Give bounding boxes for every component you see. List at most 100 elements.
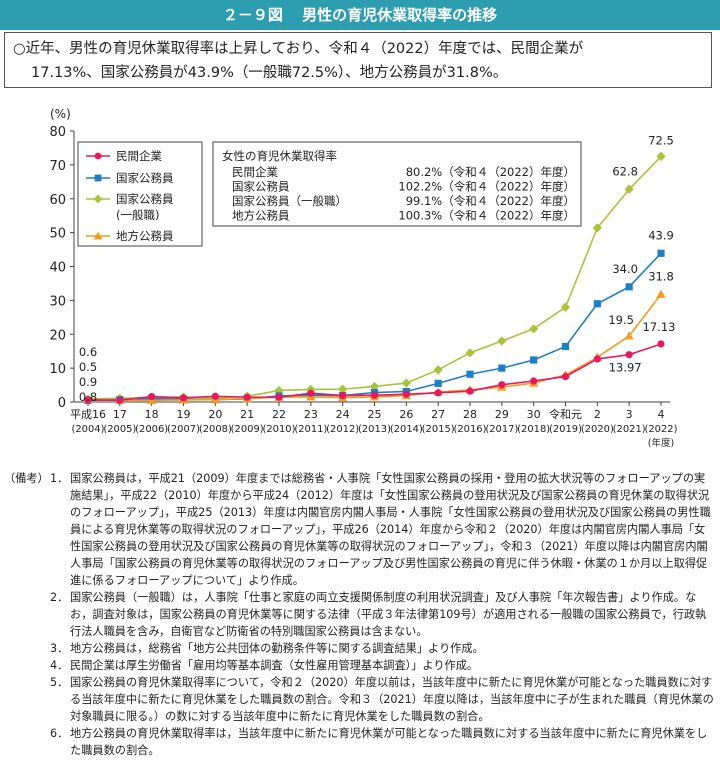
note-prefix: [4, 725, 50, 759]
note-text: 国家公務員の育児休業取得率について，令和２（2020）年度以前は，当該年度中に新…: [70, 676, 714, 723]
data-point: [211, 392, 219, 400]
data-point: [84, 396, 92, 404]
series-line: [87, 252, 662, 402]
x-tick-year: (2007): [167, 424, 200, 435]
x-tick-year: (2015): [422, 424, 455, 435]
start-value-label: 0.6: [79, 345, 97, 359]
data-point: [529, 324, 539, 334]
data-label: 19.5: [608, 313, 634, 327]
x-tick-year: (2004): [72, 424, 105, 435]
data-point: [593, 300, 601, 308]
legend-label: 地方公務員: [116, 229, 174, 243]
data-point: [243, 393, 251, 401]
note-number: 4．: [50, 659, 69, 672]
data-point: [656, 151, 666, 162]
data-label: 31.8: [648, 269, 674, 283]
note-item: 5． 国家公務員の育児休業取得率について，令和２（2020）年度以前は，当該年度中…: [4, 674, 716, 725]
line-chart: (%) 0 10 20 30 40 50 60 70 80 平成16 (2004) 17 (2005) 18…: [49, 107, 678, 449]
figure-title-bar: ２－９図 男性の育児休業取得率の推移: [0, 0, 720, 30]
legend-swatch-marker: [94, 152, 102, 160]
data-point: [275, 393, 283, 401]
y-tick-label: 30: [49, 294, 66, 309]
x-tick-label: 25: [368, 408, 382, 421]
data-label: 72.5: [648, 133, 674, 147]
start-value-label: 0.5: [79, 360, 97, 374]
note-item: （備考） 1． 国家公務員は，平成21（2009）年度までは総務省・人事院「女性国家…: [4, 470, 716, 589]
x-tick-label: 28: [463, 408, 477, 421]
x-tick-label: 29: [495, 408, 509, 421]
summary-line-2: 17.13%、国家公務員が43.9%（一般職72.5%）、地方公務員が31.8%…: [31, 65, 508, 81]
note-prefix: [4, 640, 50, 657]
data-point: [369, 381, 380, 392]
data-label: 43.9: [648, 228, 674, 242]
inset-row-value: 100.3%（令和４（2022）年度）: [398, 209, 575, 223]
inset-row-label: 民間企業: [232, 165, 278, 179]
note-text: 地方公務員の育児休業取得率は，当該年度中に新たに育児休業が可能となった職員数に対…: [70, 727, 708, 757]
x-tick-label: 27: [431, 408, 445, 421]
x-tick-year: (2005): [103, 424, 136, 435]
x-tick-year: (2013): [358, 424, 391, 435]
note-text: 地方公務員は，総務省「地方公共団体の勤務条件等に関する調査結果」より作成。: [70, 642, 484, 655]
x-tick-label: 3: [626, 408, 633, 421]
inset-box: [212, 141, 582, 227]
x-tick-label: 4: [658, 408, 665, 421]
x-tick-label: 30: [527, 408, 541, 421]
data-point: [401, 378, 411, 388]
data-point: [656, 289, 666, 298]
data-point: [338, 384, 348, 394]
x-tick-year: (2018): [517, 424, 550, 435]
inset-row-value: 80.2%（令和４（2022）年度）: [406, 165, 575, 179]
figure-number: ２－９図: [222, 6, 283, 24]
start-value-label: 0.9: [79, 375, 97, 389]
legend-swatch-marker: [93, 231, 103, 240]
data-point: [657, 340, 665, 348]
note-prefix: [4, 657, 50, 674]
data-point: [593, 355, 601, 363]
note-text: 国家公務員は，平成21（2009）年度までは総務省・人事院「女性国家公務員の採用…: [70, 472, 711, 587]
legend-label: 民間企業: [116, 149, 162, 163]
data-point: [148, 392, 156, 401]
x-tick-label: 19: [177, 408, 191, 421]
figure-title: 男性の育児休業取得率の推移: [302, 6, 498, 24]
data-point: [116, 396, 124, 404]
x-tick-year: (2009): [231, 424, 264, 435]
note-prefix: （備考）: [4, 472, 49, 485]
data-point: [466, 370, 474, 378]
note-prefix: [4, 589, 50, 640]
data-label: 34.0: [612, 262, 638, 276]
data-label: 17.13: [643, 320, 676, 334]
x-tick-year: (2008): [199, 424, 232, 435]
data-point: [560, 302, 571, 312]
inset-row-value: 102.2%（令和４（2022）年度）: [398, 180, 575, 194]
note-number: 5．: [50, 676, 69, 689]
data-point: [307, 389, 315, 397]
inset-row-label: 地方公務員: [232, 209, 290, 223]
note-number: 3．: [50, 642, 69, 655]
x-unit-label: (年度): [648, 437, 674, 449]
legend-label: 国家公務員: [116, 192, 174, 206]
x-tick-label: 平成16: [70, 408, 106, 421]
x-tick-label: 21: [240, 408, 254, 421]
data-point: [497, 336, 507, 346]
note-item: 3． 地方公務員は，総務省「地方公共団体の勤務条件等に関する調査結果」より作成。: [4, 640, 716, 657]
data-point: [498, 364, 506, 372]
data-point: [465, 348, 475, 358]
note-number: 2．: [50, 591, 69, 604]
data-point: [498, 381, 506, 389]
note-number: 6．: [50, 727, 69, 740]
x-tick-year: (2010): [263, 424, 296, 435]
note-number: 1．: [50, 472, 69, 485]
x-tick-label: 令和元: [549, 407, 582, 421]
y-tick-label: 10: [49, 362, 66, 377]
legend-swatch-marker: [94, 174, 102, 182]
y-tick-label: 20: [49, 328, 66, 343]
x-tick-year: (2016): [454, 424, 487, 435]
x-tick-year: (2022): [645, 424, 678, 435]
x-tick-year: (2011): [294, 424, 327, 435]
inset-row-label: 国家公務員（一般職）: [232, 194, 347, 208]
note-prefix: [4, 674, 50, 725]
legend-label: (一般職): [116, 208, 159, 222]
data-point: [625, 283, 633, 291]
inset-row-value: 99.1%（令和４（2022）年度）: [406, 194, 575, 208]
data-point: [561, 342, 570, 351]
